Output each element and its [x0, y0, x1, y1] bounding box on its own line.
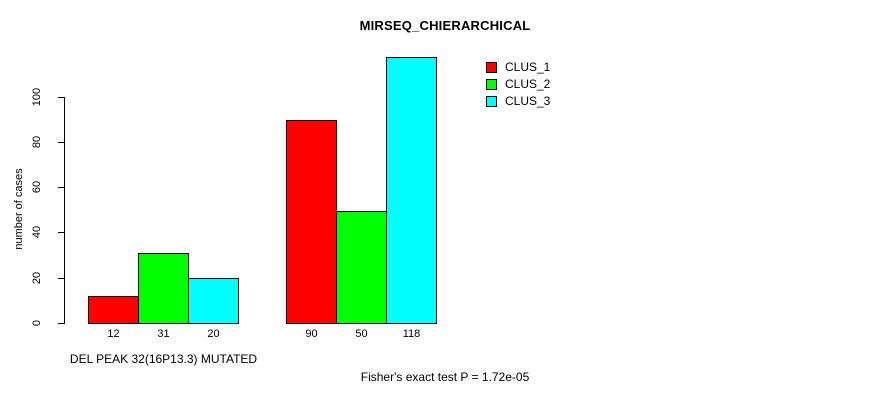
bar-group-right-clus-2[interactable] — [336, 211, 387, 324]
y-tick-label-0: 0 — [31, 319, 43, 327]
y-tick-label-80: 80 — [31, 135, 43, 149]
y-tick-60 — [58, 187, 64, 188]
bar-label-group-right-clus-1: 90 — [305, 328, 318, 340]
bar-label-group-left-clus-3: 20 — [207, 328, 220, 340]
y-tick-20 — [58, 278, 64, 279]
y-tick-label-100: 100 — [31, 87, 43, 107]
legend-swatch-clus-3-icon — [486, 96, 497, 107]
y-axis-line — [64, 97, 65, 324]
bar-label-group-left-clus-2: 31 — [157, 328, 170, 340]
x-axis-group-label-left: DEL PEAK 32(16P13.3) MUTATED — [69, 352, 258, 366]
bar-group-left-clus-2[interactable] — [138, 253, 189, 324]
bar-group-right-clus-3[interactable] — [386, 57, 437, 324]
legend-swatch-clus-2-icon — [486, 79, 497, 90]
y-tick-40 — [58, 232, 64, 233]
legend-swatch-clus-1-icon — [486, 62, 497, 73]
bar-label-group-right-clus-2: 50 — [355, 328, 368, 340]
legend-label-clus-2: CLUS_2 — [505, 77, 551, 91]
statistical-test-annotation: Fisher's exact test P = 1.72e-05 — [360, 370, 530, 384]
page-title: MIRSEQ_CHIERARCHICAL — [359, 18, 531, 33]
y-tick-100 — [58, 97, 64, 98]
legend-label-clus-1: CLUS_1 — [505, 60, 551, 74]
bar-label-group-left-clus-1: 12 — [107, 328, 120, 340]
y-tick-label-40: 40 — [31, 225, 43, 239]
bar-group-left-clus-3[interactable] — [188, 278, 239, 324]
bar-group-right-clus-1[interactable] — [286, 120, 337, 324]
legend-label-clus-3: CLUS_3 — [505, 94, 551, 108]
y-tick-0 — [58, 323, 64, 324]
bar-label-group-right-clus-3: 118 — [402, 328, 421, 340]
bar-group-left-clus-1[interactable] — [88, 296, 139, 324]
y-axis-title: number of cases — [13, 168, 25, 250]
y-tick-label-20: 20 — [31, 271, 43, 285]
y-tick-label-60: 60 — [31, 180, 43, 194]
y-tick-80 — [58, 142, 64, 143]
